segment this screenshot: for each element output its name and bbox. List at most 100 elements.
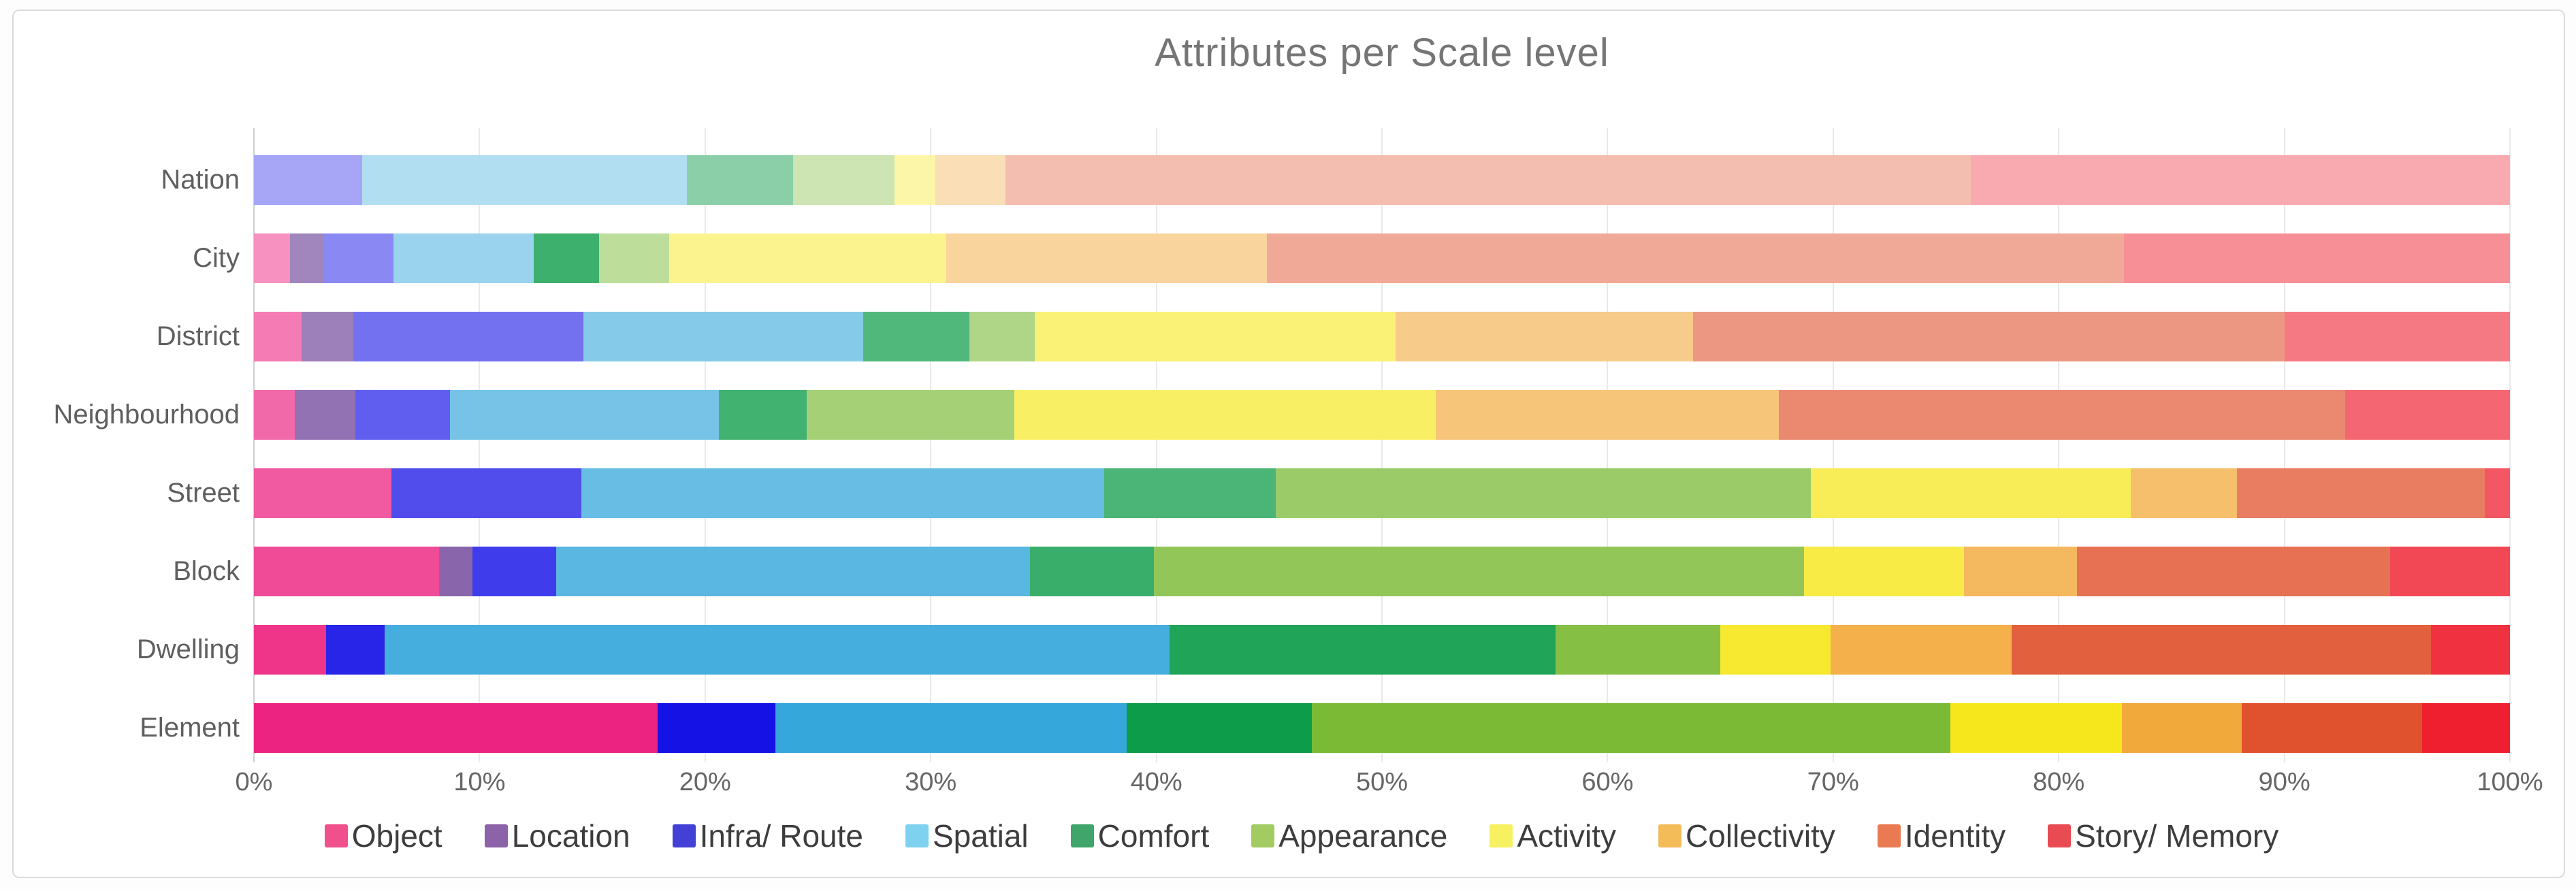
bar-segment-collectivity[interactable] <box>1436 390 1780 440</box>
bar-segment-spatial[interactable] <box>556 547 1030 596</box>
bar-segment-activity[interactable] <box>669 233 947 283</box>
bar-segment-object[interactable] <box>254 233 291 283</box>
bar-segment-identity[interactable] <box>2236 468 2485 518</box>
bar-segment-appearance[interactable] <box>969 312 1035 361</box>
bar-segment-comfort[interactable] <box>687 155 794 205</box>
bar-segment-activity[interactable] <box>1014 390 1436 440</box>
gridline <box>1155 128 1157 762</box>
bar-segment-infra-route[interactable] <box>658 703 775 753</box>
bar-segment-object[interactable] <box>254 625 327 675</box>
bar-segment-activity[interactable] <box>1810 468 2131 518</box>
bar-segment-collectivity[interactable] <box>2121 703 2242 753</box>
bar-segment-infra-route[interactable] <box>254 155 363 205</box>
bar-segment-appearance[interactable] <box>1154 547 1804 596</box>
bar-segment-collectivity[interactable] <box>1963 547 2077 596</box>
bar-segment-object[interactable] <box>254 468 392 518</box>
bar-segment-identity[interactable] <box>1693 312 2285 361</box>
bar-segment-identity[interactable] <box>1266 233 2125 283</box>
bar-segment-activity[interactable] <box>1950 703 2122 753</box>
bar-segment-infra-route[interactable] <box>355 390 451 440</box>
bar-segment-object[interactable] <box>254 312 302 361</box>
bar-segment-activity[interactable] <box>1034 312 1396 361</box>
bar-segment-spatial[interactable] <box>393 233 534 283</box>
bar-segment-spatial[interactable] <box>581 468 1105 518</box>
legend-item-comfort[interactable]: Comfort <box>1070 818 1209 854</box>
y-axis-category-label: Block <box>173 556 240 586</box>
bar-segment-story-memory[interactable] <box>2390 547 2510 596</box>
legend-item-story-memory[interactable]: Story/ Memory <box>2048 818 2279 854</box>
bar-segment-infra-route[interactable] <box>391 468 581 518</box>
bar-segment-story-memory[interactable] <box>1970 155 2510 205</box>
bar-segment-comfort[interactable] <box>1127 703 1313 753</box>
x-axis-tick-label: 20% <box>679 768 731 796</box>
bar-segment-spatial[interactable] <box>385 625 1170 675</box>
legend-label: Collectivity <box>1686 818 1835 854</box>
bar-segment-identity[interactable] <box>2011 625 2431 675</box>
bar-segment-collectivity[interactable] <box>946 233 1267 283</box>
bar-segment-comfort[interactable] <box>1029 547 1155 596</box>
x-axis-tick-label: 50% <box>1355 768 1408 796</box>
bar-segment-activity[interactable] <box>1720 625 1831 675</box>
bar-segment-collectivity[interactable] <box>935 155 1005 205</box>
bar-row-district <box>254 312 2510 361</box>
bar-segment-identity[interactable] <box>2241 703 2422 753</box>
legend-item-location[interactable]: Location <box>484 818 630 854</box>
bar-segment-object[interactable] <box>254 703 658 753</box>
legend-item-appearance[interactable]: Appearance <box>1251 818 1447 854</box>
bar-segment-infra-route[interactable] <box>323 233 394 283</box>
legend-swatch-location <box>484 824 508 847</box>
bar-segment-comfort[interactable] <box>718 390 807 440</box>
bar-segment-infra-route[interactable] <box>326 625 385 675</box>
bar-segment-spatial[interactable] <box>362 155 688 205</box>
bar-segment-activity[interactable] <box>895 155 935 205</box>
bar-segment-collectivity[interactable] <box>1395 312 1694 361</box>
bar-segment-collectivity[interactable] <box>2131 468 2237 518</box>
bar-segment-location[interactable] <box>301 312 353 361</box>
legend-item-collectivity[interactable]: Collectivity <box>1658 818 1835 854</box>
legend-item-object[interactable]: Object <box>324 818 442 854</box>
bar-segment-spatial[interactable] <box>775 703 1127 753</box>
gridline <box>2283 128 2285 762</box>
bar-segment-appearance[interactable] <box>1276 468 1811 518</box>
bar-segment-infra-route[interactable] <box>472 547 557 596</box>
bar-segment-story-memory[interactable] <box>2485 468 2510 518</box>
legend-label: Activity <box>1517 818 1617 854</box>
bar-segment-appearance[interactable] <box>1556 625 1721 675</box>
bar-segment-identity[interactable] <box>1779 390 2345 440</box>
legend-item-spatial[interactable]: Spatial <box>905 818 1029 854</box>
bar-segment-story-memory[interactable] <box>2421 703 2510 753</box>
bar-segment-comfort[interactable] <box>1104 468 1276 518</box>
bar-segment-location[interactable] <box>438 547 473 596</box>
bar-row-street <box>254 468 2510 518</box>
bar-segment-appearance[interactable] <box>793 155 895 205</box>
legend-label: Object <box>351 818 442 854</box>
bar-segment-comfort[interactable] <box>533 233 599 283</box>
bar-segment-identity[interactable] <box>2076 547 2391 596</box>
bar-segment-infra-route[interactable] <box>353 312 583 361</box>
x-axis-tick-label: 30% <box>905 768 957 796</box>
bar-segment-collectivity[interactable] <box>1831 625 2012 675</box>
bar-segment-location[interactable] <box>294 390 356 440</box>
y-axis-category-label: Element <box>140 713 240 743</box>
bar-segment-appearance[interactable] <box>598 233 669 283</box>
bar-segment-spatial[interactable] <box>450 390 719 440</box>
bar-segment-location[interactable] <box>290 233 324 283</box>
bar-segment-object[interactable] <box>254 390 295 440</box>
bar-segment-story-memory[interactable] <box>2284 312 2510 361</box>
legend-item-activity[interactable]: Activity <box>1490 818 1616 854</box>
bar-segment-activity[interactable] <box>1803 547 1964 596</box>
bar-segment-appearance[interactable] <box>1312 703 1951 753</box>
bar-segment-appearance[interactable] <box>806 390 1014 440</box>
gridline <box>1381 128 1383 762</box>
bar-segment-story-memory[interactable] <box>2124 233 2510 283</box>
bar-segment-story-memory[interactable] <box>2345 390 2510 440</box>
bar-segment-comfort[interactable] <box>863 312 969 361</box>
bar-segment-identity[interactable] <box>1005 155 1971 205</box>
y-axis-category-label: District <box>156 321 240 351</box>
bar-segment-comfort[interactable] <box>1170 625 1556 675</box>
legend-item-identity[interactable]: Identity <box>1877 818 2006 854</box>
bar-segment-spatial[interactable] <box>583 312 863 361</box>
bar-segment-story-memory[interactable] <box>2430 625 2510 675</box>
bar-segment-object[interactable] <box>254 547 439 596</box>
legend-item-infra-route[interactable]: Infra/ Route <box>672 818 863 854</box>
